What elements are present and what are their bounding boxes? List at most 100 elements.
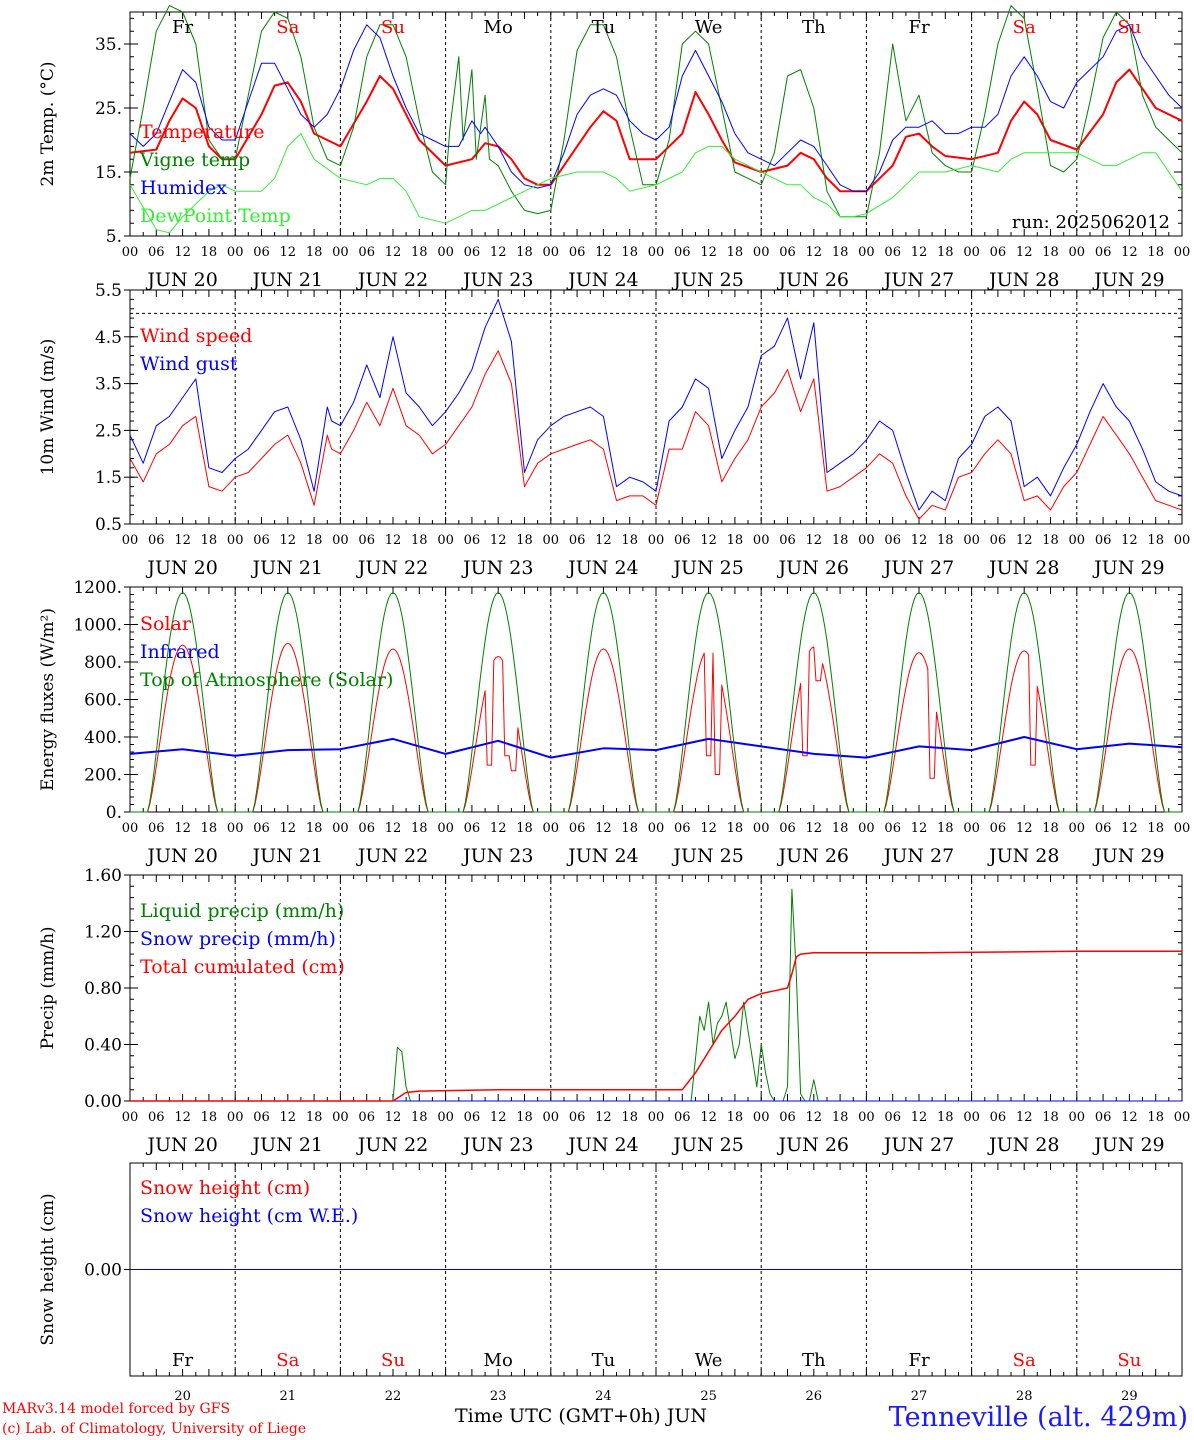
hour-label: 12 (1016, 1110, 1033, 1125)
y-tick-label: 25. (95, 99, 122, 119)
hour-label: 18 (201, 533, 218, 548)
day-number-label: 23 (490, 1389, 507, 1404)
x-axis-ticks (129, 1163, 1183, 1376)
x-axis-ticks (129, 587, 1183, 812)
date-label: JUN 27 (882, 845, 954, 867)
hour-label: 12 (385, 1110, 402, 1125)
hour-label: 12 (1121, 1110, 1138, 1125)
hour-label: 18 (201, 245, 218, 260)
hour-label: 12 (1016, 245, 1033, 260)
hour-label: 12 (1121, 821, 1138, 836)
date-label: JUN 25 (671, 1134, 743, 1156)
hour-label: 06 (674, 821, 691, 836)
series-line (130, 950, 1182, 1102)
x-axis-ticks (129, 875, 1183, 1101)
y-tick-label: 800. (84, 653, 122, 673)
hour-label: 00 (332, 821, 349, 836)
hour-label: 00 (1069, 245, 1086, 260)
hour-label: 18 (516, 1110, 533, 1125)
hour-label: 18 (411, 245, 428, 260)
series-line (129, 298, 1183, 511)
hour-label: 00 (753, 245, 770, 260)
y-tick-label: 5.5 (95, 281, 122, 301)
panel-wind: 0.5 1.5 2.5 3.5 4.5 5.5 10m Wind (m/s) Wind spe… (38, 281, 1190, 579)
legend-entry: Snow precip (mm/h) (140, 928, 336, 950)
hour-label: 12 (490, 245, 507, 260)
hour-label: 00 (963, 533, 980, 548)
weekday-label: Mo (484, 17, 513, 38)
hour-label: 06 (884, 1110, 901, 1125)
hour-label: 00 (437, 821, 454, 836)
date-label: JUN 22 (356, 269, 428, 291)
weekday-label: Th (802, 17, 826, 38)
date-label: JUN 27 (882, 269, 954, 291)
panel-snow: 0.00 Snow height (cm) Snow height (cm) Snow… (38, 1162, 1183, 1404)
hour-label: 18 (832, 245, 849, 260)
hour-label: 00 (753, 821, 770, 836)
hour-label: 12 (174, 245, 191, 260)
hour-label: 18 (306, 1110, 323, 1125)
weekday-label: Sa (1013, 17, 1036, 38)
date-label: JUN 29 (1092, 557, 1164, 579)
hour-label: 12 (174, 1110, 191, 1125)
hour-label: 00 (437, 1110, 454, 1125)
legend-entry: Humidex (140, 177, 227, 199)
legend-entry: Temperature (140, 121, 264, 143)
hour-label: 12 (911, 245, 928, 260)
x-axis-ticks (129, 290, 1183, 524)
x-axis-ticks (129, 12, 1183, 236)
hour-label: 06 (990, 1110, 1007, 1125)
y-tick-label: 1000. (73, 616, 122, 636)
hour-label: 12 (700, 821, 717, 836)
hour-label: 06 (358, 245, 375, 260)
date-label: JUN 20 (145, 1134, 217, 1156)
weekday-label: Sa (276, 17, 299, 38)
hour-label: 12 (595, 821, 612, 836)
hour-label: 12 (490, 1110, 507, 1125)
hour-label: 12 (385, 533, 402, 548)
hour-label: 00 (648, 821, 665, 836)
date-label: JUN 28 (987, 1134, 1059, 1156)
hour-label: 00 (332, 1110, 349, 1125)
legend-entry: Wind gust (140, 353, 238, 375)
y-tick-label: 600. (84, 691, 122, 711)
hour-label: 06 (148, 821, 165, 836)
weekday-label: Fr (908, 17, 929, 38)
date-label: JUN 21 (251, 845, 323, 867)
hour-label: 12 (911, 1110, 928, 1125)
panel-frame (129, 11, 1183, 237)
hour-label: 00 (122, 1110, 139, 1125)
y-tick-label: 1.60 (84, 866, 122, 886)
weekday-label: Su (1117, 17, 1141, 38)
hour-label: 00 (1174, 1110, 1191, 1125)
series-line (129, 68, 1183, 193)
hour-label: 12 (280, 245, 297, 260)
date-label: JUN 26 (777, 845, 849, 867)
date-label: JUN 22 (356, 845, 428, 867)
y-axis-title: Precip (mm/h) (38, 926, 58, 1049)
hour-label: 06 (148, 1110, 165, 1125)
hour-label: 18 (516, 533, 533, 548)
legend-entry: Snow height (cm) (140, 1177, 310, 1199)
hour-label: 18 (411, 533, 428, 548)
hour-label: 18 (621, 533, 638, 548)
hour-label: 12 (1016, 821, 1033, 836)
date-label: JUN 20 (145, 269, 217, 291)
hour-label: 18 (1042, 245, 1059, 260)
hour-label: 00 (1174, 245, 1191, 260)
date-label: JUN 27 (882, 557, 954, 579)
legend-entry: Liquid precip (mm/h) (140, 900, 344, 922)
hour-label: 12 (911, 533, 928, 548)
hour-label: 00 (1069, 821, 1086, 836)
hour-label: 06 (358, 1110, 375, 1125)
hour-label: 06 (674, 1110, 691, 1125)
y-tick-label: 35. (95, 35, 122, 55)
weekday-label: Th (802, 1350, 826, 1371)
hour-label: 18 (727, 245, 744, 260)
y-axis-title: 2m Temp. (°C) (38, 61, 58, 186)
hour-label: 00 (963, 821, 980, 836)
hour-label: 18 (727, 533, 744, 548)
hour-label: 00 (543, 245, 560, 260)
y-tick-label: 400. (84, 728, 122, 748)
hour-label: 18 (306, 821, 323, 836)
